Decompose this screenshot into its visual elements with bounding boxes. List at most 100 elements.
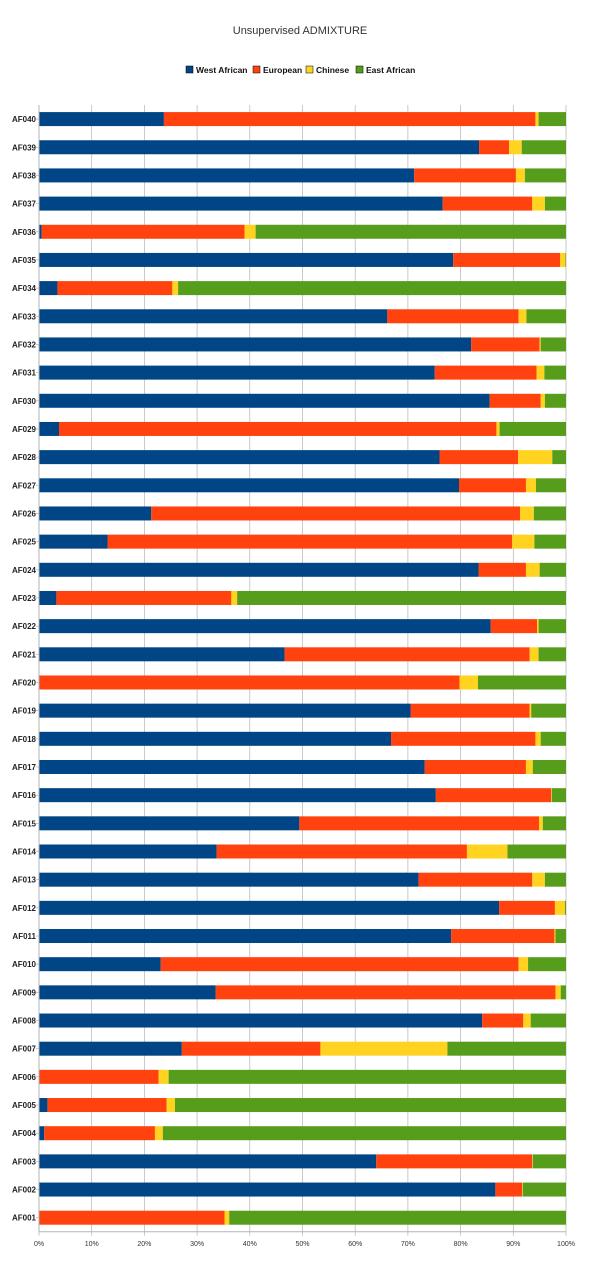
bar-group-af030 <box>39 393 566 408</box>
bar-segment-west-african <box>39 534 108 549</box>
bar-segment-european <box>216 844 467 859</box>
bar-segment-european <box>434 365 537 380</box>
y-tick-label: AF035 <box>12 256 37 265</box>
bar-segment-european <box>299 816 540 831</box>
bar-group-af003 <box>39 1154 566 1169</box>
bar-segment-chinese <box>535 112 539 127</box>
bar-segment-chinese <box>512 534 535 549</box>
bar-segment-west-african <box>39 1098 48 1113</box>
bar-segment-east-african <box>526 309 566 324</box>
bar-segment-east-african <box>229 1210 566 1225</box>
y-tick-label: AF003 <box>12 1157 37 1166</box>
x-tick-label: 10% <box>85 1241 99 1248</box>
bar-segment-chinese <box>539 816 543 831</box>
bar-segment-west-african <box>39 957 161 972</box>
bar-group-af018 <box>39 731 566 746</box>
bar-segment-european <box>424 759 526 774</box>
bar-segment-east-african <box>534 534 566 549</box>
bar-segment-european <box>284 647 530 662</box>
bar-segment-east-african <box>255 224 567 239</box>
bar-segment-east-african <box>538 619 566 634</box>
bar-segment-west-african <box>39 196 443 211</box>
bar-segment-east-african <box>162 1126 566 1141</box>
bar-segment-european <box>418 872 533 887</box>
x-tick-label: 20% <box>137 1241 151 1248</box>
y-tick-label: AF038 <box>12 171 37 180</box>
bar-segment-european <box>181 1041 321 1056</box>
y-tick-label: AF031 <box>12 369 37 378</box>
bar-segment-chinese <box>535 731 541 746</box>
bar-segment-european <box>439 450 519 465</box>
bar-segment-european <box>482 1013 524 1028</box>
bar-segment-chinese <box>532 872 545 887</box>
bar-segment-east-african <box>539 562 566 577</box>
legend-swatch-west-african <box>185 65 194 74</box>
bar-segment-european <box>435 788 552 803</box>
bar-segment-west-african <box>39 252 454 267</box>
bar-segment-west-african <box>39 929 452 944</box>
y-tick-label: AF027 <box>12 481 37 490</box>
bar-group-af034 <box>39 281 567 296</box>
bar-segment-chinese <box>459 675 478 690</box>
bar-group-af007 <box>39 1041 566 1056</box>
bar-segment-east-african <box>542 816 566 831</box>
bar-segment-west-african <box>39 590 57 605</box>
bar-segment-east-african <box>538 112 566 127</box>
y-tick-label: AF002 <box>12 1186 37 1195</box>
bar-segment-west-african <box>39 1041 182 1056</box>
bar-segment-chinese <box>529 703 532 718</box>
bar-segment-chinese <box>518 957 529 972</box>
bar-segment-european <box>391 731 536 746</box>
bar-group-af028 <box>39 450 566 465</box>
bar-segment-chinese <box>158 1069 169 1084</box>
bar-segment-european <box>215 985 556 1000</box>
bar-segment-east-african <box>507 844 566 859</box>
bar-segment-chinese <box>537 619 539 634</box>
bar-segment-west-african <box>39 281 58 296</box>
bar-segment-east-african <box>564 900 566 915</box>
bar-segment-east-african <box>168 1069 566 1084</box>
bar-segment-chinese <box>539 337 541 352</box>
bar-segment-east-african <box>551 788 566 803</box>
x-tick-label: 60% <box>348 1241 362 1248</box>
bar-segment-european <box>479 140 510 155</box>
bar-segment-east-african <box>535 478 566 493</box>
bar-group-af016 <box>39 788 566 803</box>
bar-segment-european <box>489 393 541 408</box>
bar-segment-east-african <box>540 337 566 352</box>
bar-group-af009 <box>39 985 566 1000</box>
bar-segment-west-african <box>39 1013 483 1028</box>
bar-segment-west-african <box>39 309 388 324</box>
bar-segment-chinese <box>518 450 553 465</box>
bar-segment-chinese <box>224 1210 230 1225</box>
bar-segment-west-african <box>39 844 217 859</box>
bar-group-af008 <box>39 1013 566 1028</box>
axes <box>38 105 566 1233</box>
bar-group-af031 <box>39 365 566 380</box>
x-tick-label: 40% <box>243 1241 257 1248</box>
bar-segment-west-african <box>39 872 419 887</box>
x-tick-label: 0% <box>34 1241 44 1248</box>
bar-segment-west-african <box>39 1182 496 1197</box>
y-tick-label: AF036 <box>12 228 37 237</box>
bar-group-af001 <box>39 1210 566 1225</box>
bar-group-af026 <box>39 506 566 521</box>
bar-segment-european <box>56 590 232 605</box>
bar-segment-european <box>453 252 561 267</box>
bar-segment-west-african <box>39 478 460 493</box>
bar-group-af029 <box>39 421 566 436</box>
y-tick-label: AF022 <box>12 622 37 631</box>
bar-segment-european <box>47 1098 167 1113</box>
bar-segment-west-african <box>39 703 411 718</box>
bar-segment-chinese <box>520 506 534 521</box>
bar-segment-chinese <box>560 252 566 267</box>
x-tick-label: 30% <box>190 1241 204 1248</box>
y-tick-label: AF005 <box>12 1101 37 1110</box>
bar-segment-chinese <box>244 224 256 239</box>
bar-group-af002 <box>39 1182 566 1197</box>
legend-swatch-chinese <box>305 65 314 74</box>
bar-segment-west-african <box>39 562 479 577</box>
bar-segment-european <box>160 957 519 972</box>
y-tick-label: AF026 <box>12 509 37 518</box>
x-tick-label: 70% <box>401 1241 415 1248</box>
